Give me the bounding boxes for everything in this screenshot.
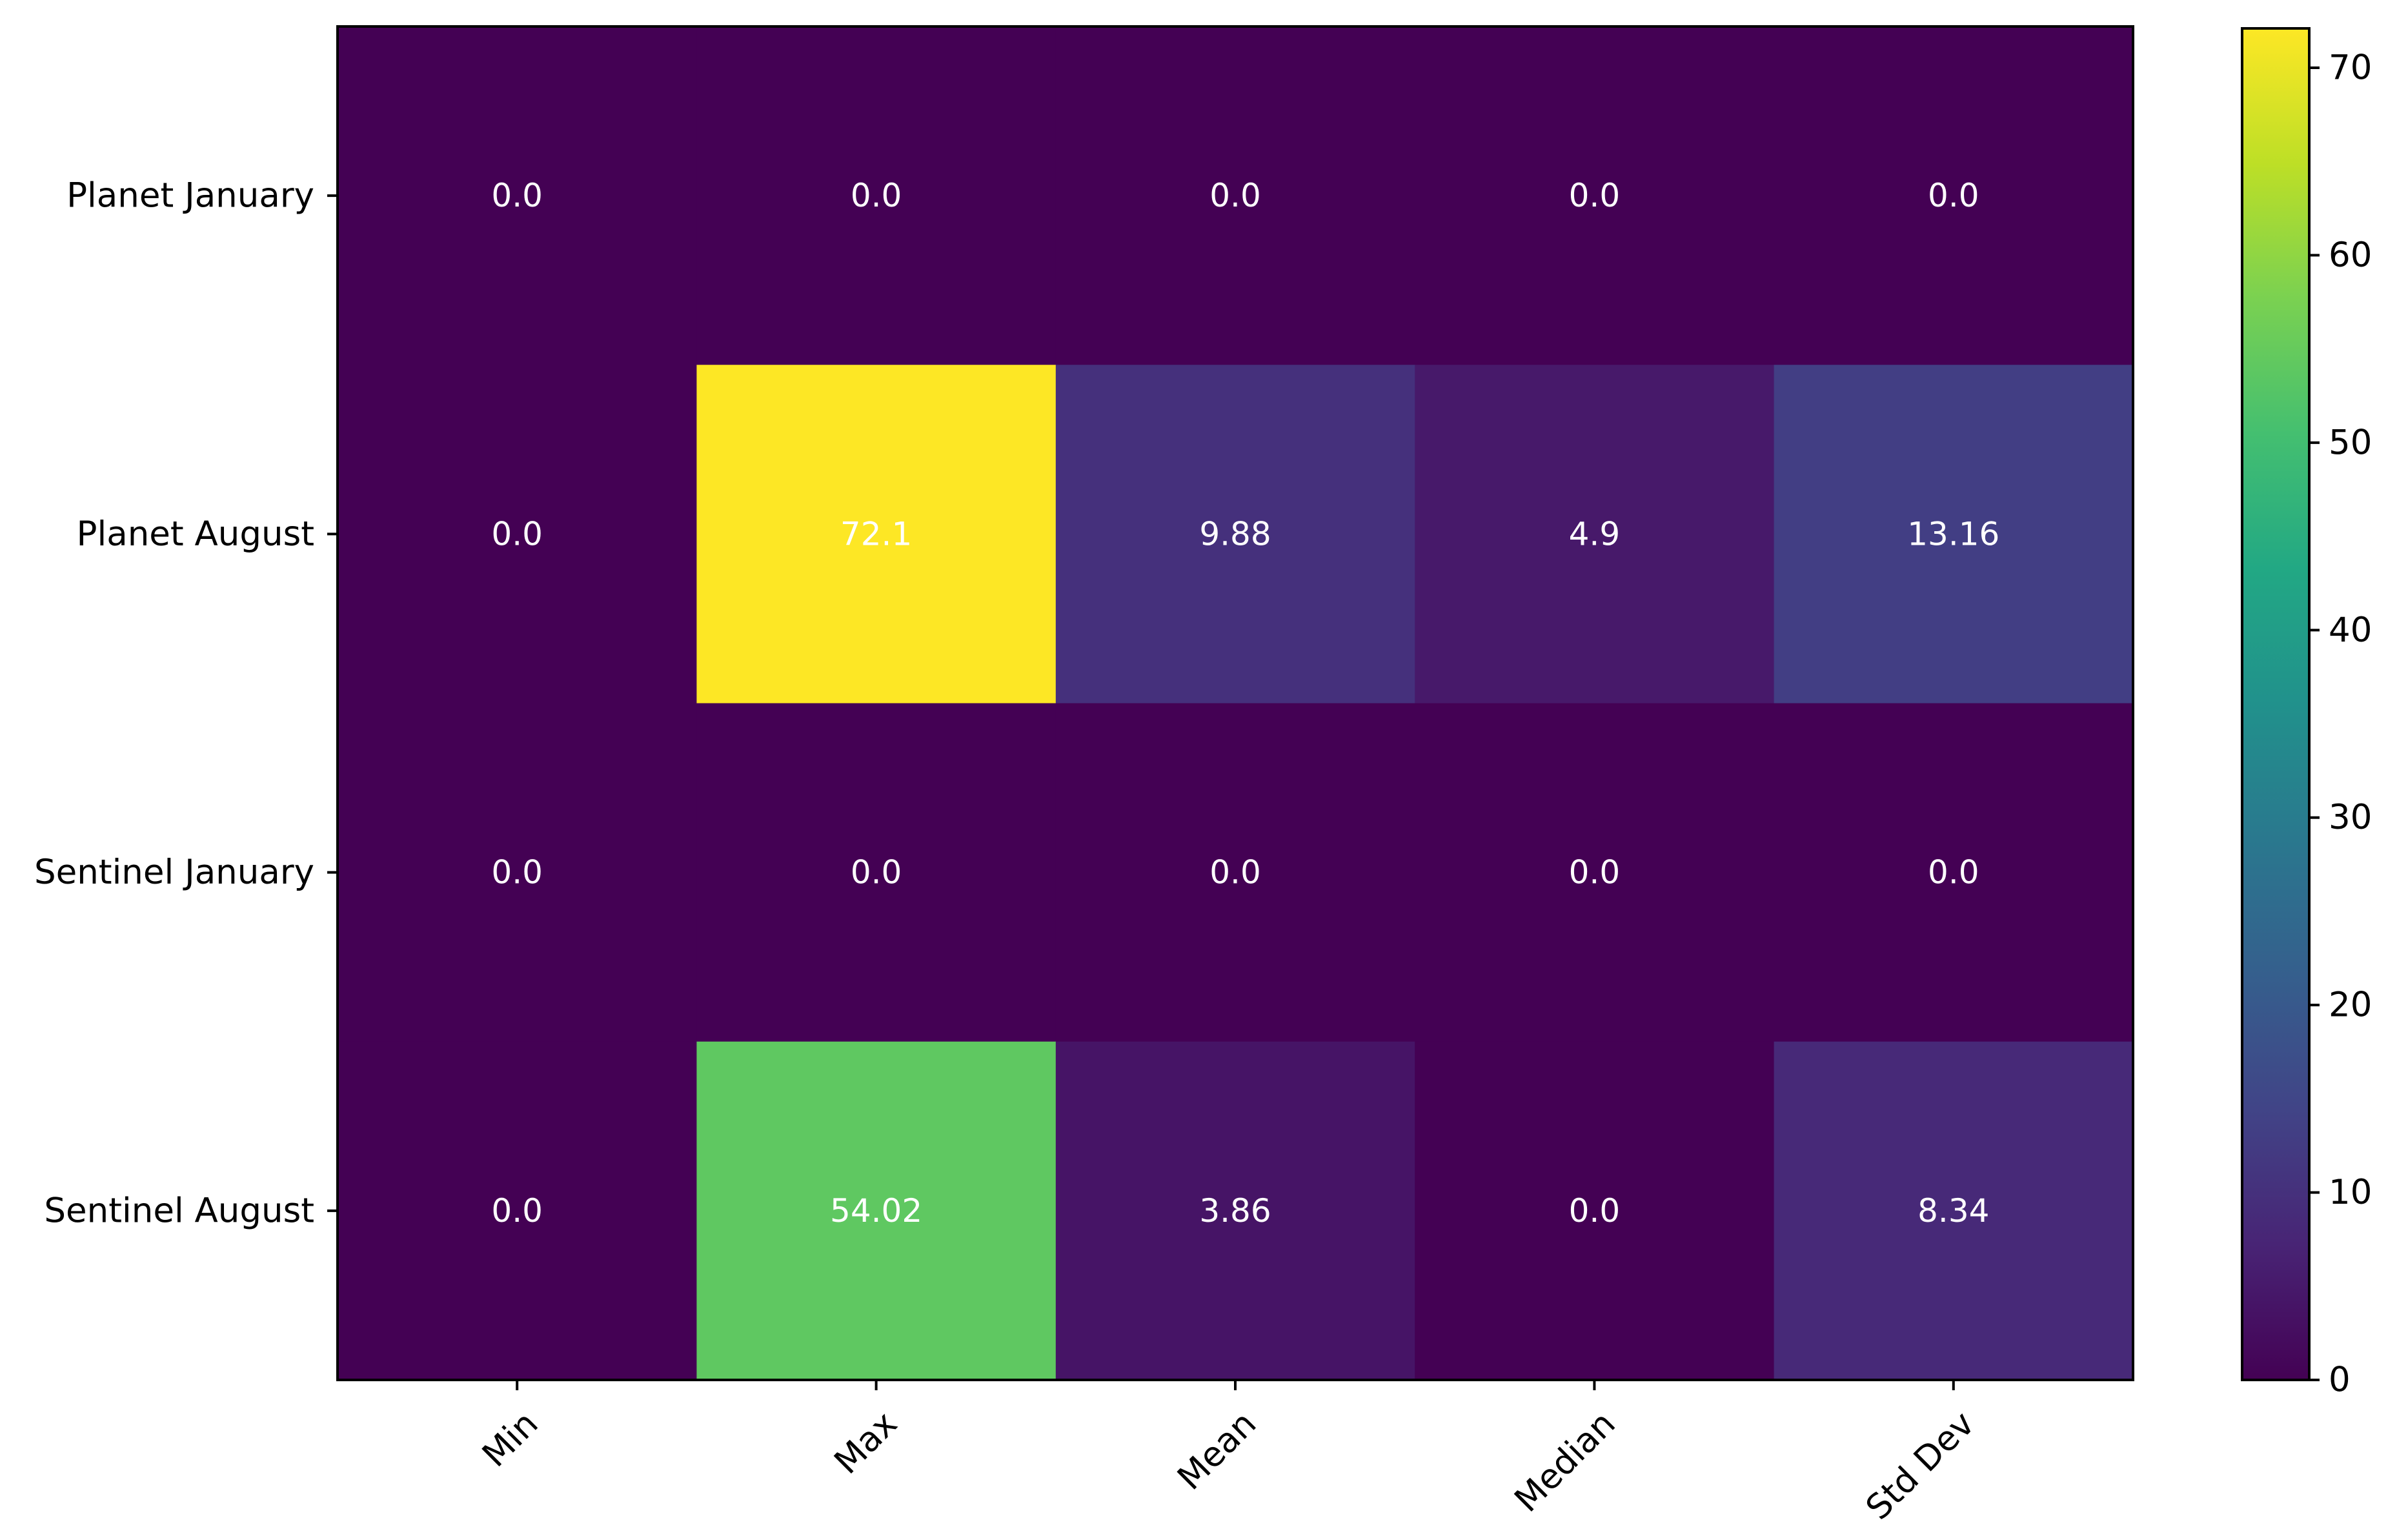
colorbar: 0 10 20 30 40 50 60 70 bbox=[2241, 27, 2372, 1400]
cell-value-label: 0.0 bbox=[1569, 177, 1621, 214]
heatmap-cell bbox=[1055, 365, 1415, 704]
heatmap-cell bbox=[1415, 26, 1775, 365]
cell-value-label: 0.0 bbox=[851, 177, 902, 214]
heatmap-cells bbox=[338, 26, 2134, 1381]
colorbar-tick-label: 60 bbox=[2329, 236, 2372, 275]
x-tick-label: Std Dev bbox=[1859, 1404, 1982, 1527]
colorbar-frame bbox=[2241, 27, 2311, 1381]
cell-value-label: 9.88 bbox=[1199, 515, 1271, 552]
heatmap-cell bbox=[338, 365, 697, 704]
heatmap-cell bbox=[696, 703, 1057, 1042]
cell-value-label: 3.86 bbox=[1199, 1192, 1271, 1230]
y-tick-label: Sentinel January bbox=[34, 853, 314, 892]
colorbar-tick-label: 70 bbox=[2329, 48, 2372, 87]
heatmap-cell bbox=[1415, 703, 1775, 1042]
heatmap-cell bbox=[696, 26, 1057, 365]
colorbar-tick-label: 20 bbox=[2329, 986, 2372, 1025]
x-axis: Min Max Mean Median Std Dev bbox=[475, 1380, 1982, 1528]
colorbar-tick-label: 40 bbox=[2329, 611, 2372, 650]
x-tick-label: Mean bbox=[1170, 1404, 1264, 1497]
cell-value-label: 0.0 bbox=[491, 515, 543, 552]
cell-value-label: 4.9 bbox=[1569, 515, 1621, 552]
cell-value-label: 0.0 bbox=[1569, 1192, 1621, 1230]
cell-value-label: 0.0 bbox=[1928, 177, 1979, 214]
cell-value-label: 0.0 bbox=[491, 1192, 543, 1230]
heatmap-cell bbox=[1774, 26, 2134, 365]
cell-value-label: 0.0 bbox=[491, 177, 543, 214]
heatmap-cell bbox=[1774, 1041, 2134, 1381]
colorbar-tick-label: 0 bbox=[2329, 1361, 2351, 1400]
y-axis: Planet January Planet August Sentinel Janu… bbox=[34, 176, 338, 1230]
colorbar-tick-label: 10 bbox=[2329, 1173, 2372, 1212]
colorbar-gradient bbox=[2242, 28, 2309, 1380]
heatmap-cell bbox=[1415, 365, 1775, 704]
heatmap-cell bbox=[1055, 1041, 1415, 1381]
colorbar-tick-label: 50 bbox=[2329, 423, 2372, 462]
heatmap-cell bbox=[338, 703, 697, 1042]
cell-value-label: 13.16 bbox=[1907, 515, 1999, 552]
cell-value-label: 0.0 bbox=[491, 854, 543, 891]
cell-value-label: 72.1 bbox=[840, 515, 912, 552]
colorbar-tick-label: 30 bbox=[2329, 798, 2372, 837]
y-tick-label: Sentinel August bbox=[44, 1191, 314, 1230]
cell-value-label: 0.0 bbox=[1928, 854, 1979, 891]
cell-value-label: 0.0 bbox=[1209, 177, 1261, 214]
x-tick-label: Min bbox=[475, 1404, 546, 1475]
cell-value-label: 0.0 bbox=[851, 854, 902, 891]
heatmap-cell bbox=[1774, 703, 2134, 1042]
heatmap-cell bbox=[696, 365, 1057, 704]
cell-value-label: 0.0 bbox=[1569, 854, 1621, 891]
cell-value-label: 54.02 bbox=[830, 1192, 922, 1230]
heatmap-cell bbox=[338, 1041, 697, 1381]
colorbar-ticks: 0 10 20 30 40 50 60 70 bbox=[2309, 48, 2372, 1400]
heatmap-cell bbox=[696, 1041, 1057, 1381]
heatmap-cell bbox=[1774, 365, 2134, 704]
heatmap-cell bbox=[338, 26, 697, 365]
heatmap-cell bbox=[1415, 1041, 1775, 1381]
x-tick-label: Max bbox=[827, 1404, 905, 1482]
y-tick-label: Planet August bbox=[77, 514, 314, 554]
heatmap-cell bbox=[1055, 26, 1415, 365]
y-tick-label: Planet January bbox=[66, 176, 314, 216]
x-tick-label: Median bbox=[1507, 1404, 1623, 1519]
heatmap-cell-labels: 0.0 0.0 0.0 0.0 0.0 0.0 72.1 9.88 4.9 13.16 0.0 0.0… bbox=[491, 177, 1999, 1230]
cell-value-label: 8.34 bbox=[1917, 1192, 1989, 1230]
cell-value-label: 0.0 bbox=[1209, 854, 1261, 891]
heatmap-cell bbox=[1055, 703, 1415, 1042]
